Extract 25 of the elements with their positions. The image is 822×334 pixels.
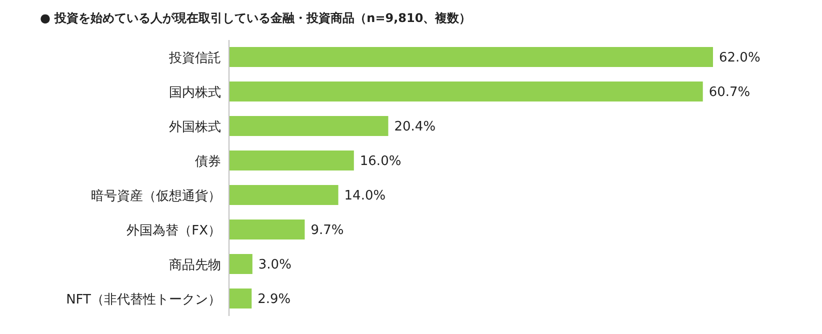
data-label: 3.0% bbox=[258, 258, 292, 273]
bar bbox=[229, 288, 252, 308]
data-label: 9.7% bbox=[310, 223, 344, 238]
y-tick-label: 債券 bbox=[195, 154, 221, 170]
y-tick-label: NFT（非代替性トークン） bbox=[66, 292, 221, 308]
y-tick-label: 外国株式 bbox=[169, 120, 221, 135]
bar bbox=[229, 82, 703, 102]
y-tick-label: 暗号資産（仮想通貨） bbox=[91, 188, 221, 204]
data-label: 16.0% bbox=[360, 154, 402, 170]
y-tick-label: 国内株式 bbox=[169, 85, 221, 100]
chart-title: ● 投資を始めている人が現在取引している金融・投資商品（n=9,810、複数） bbox=[40, 10, 472, 27]
bar bbox=[229, 185, 338, 205]
bar bbox=[229, 150, 354, 170]
y-tick-label: 商品先物 bbox=[169, 258, 221, 273]
bar bbox=[229, 116, 388, 136]
data-label: 2.9% bbox=[258, 292, 291, 308]
bar bbox=[229, 220, 305, 240]
y-tick-label: 投資信託 bbox=[168, 50, 221, 66]
bar bbox=[229, 254, 252, 274]
y-tick-label: 外国為替（FX） bbox=[126, 223, 221, 238]
data-label: 14.0% bbox=[344, 188, 386, 204]
data-label: 20.4% bbox=[394, 120, 436, 135]
data-label: 62.0% bbox=[719, 50, 760, 66]
bar bbox=[229, 47, 713, 67]
data-label: 60.7% bbox=[708, 85, 750, 100]
